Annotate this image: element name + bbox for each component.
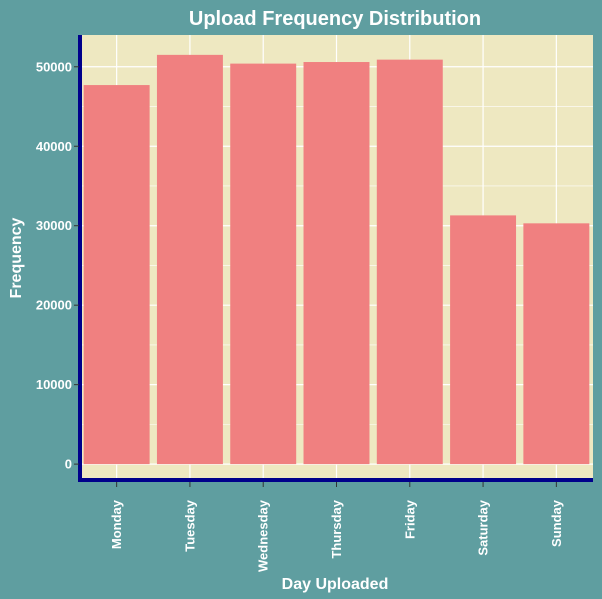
- bar-friday: [376, 59, 443, 465]
- y-tick-label: 10000: [36, 377, 72, 392]
- x-tick-labels: Monday Tuesday Wednesday Thursday Friday Satu…: [109, 482, 564, 572]
- y-tick-labels: 0 10000 20000 30000 40000 50000: [36, 59, 79, 472]
- bar-thursday: [303, 62, 370, 465]
- bar-tuesday: [156, 54, 223, 465]
- x-tick-label: Saturday: [476, 499, 491, 555]
- bar-wednesday: [230, 63, 297, 465]
- x-tick-label: Thursday: [329, 499, 344, 558]
- x-axis-title: Day Uploaded: [282, 576, 389, 593]
- axes: [78, 35, 593, 482]
- bar-monday: [83, 85, 150, 465]
- y-tick-label: 20000: [36, 298, 72, 313]
- x-tick-label: Monday: [109, 499, 124, 549]
- y-tick-label: 50000: [36, 59, 72, 74]
- y-tick-label: 30000: [36, 218, 72, 233]
- chart-title: Upload Frequency Distribution: [189, 8, 481, 30]
- bar-saturday: [450, 215, 517, 465]
- y-tick-label: 40000: [36, 139, 72, 154]
- y-axis-title: Frequency: [8, 217, 25, 298]
- bar-sunday: [523, 223, 590, 465]
- y-tick-label: 0: [65, 457, 72, 472]
- bars: [83, 54, 590, 465]
- x-tick-label: Tuesday: [182, 499, 197, 552]
- x-tick-label: Wednesday: [256, 499, 271, 572]
- x-tick-label: Friday: [402, 499, 417, 539]
- x-tick-label: Sunday: [549, 499, 564, 547]
